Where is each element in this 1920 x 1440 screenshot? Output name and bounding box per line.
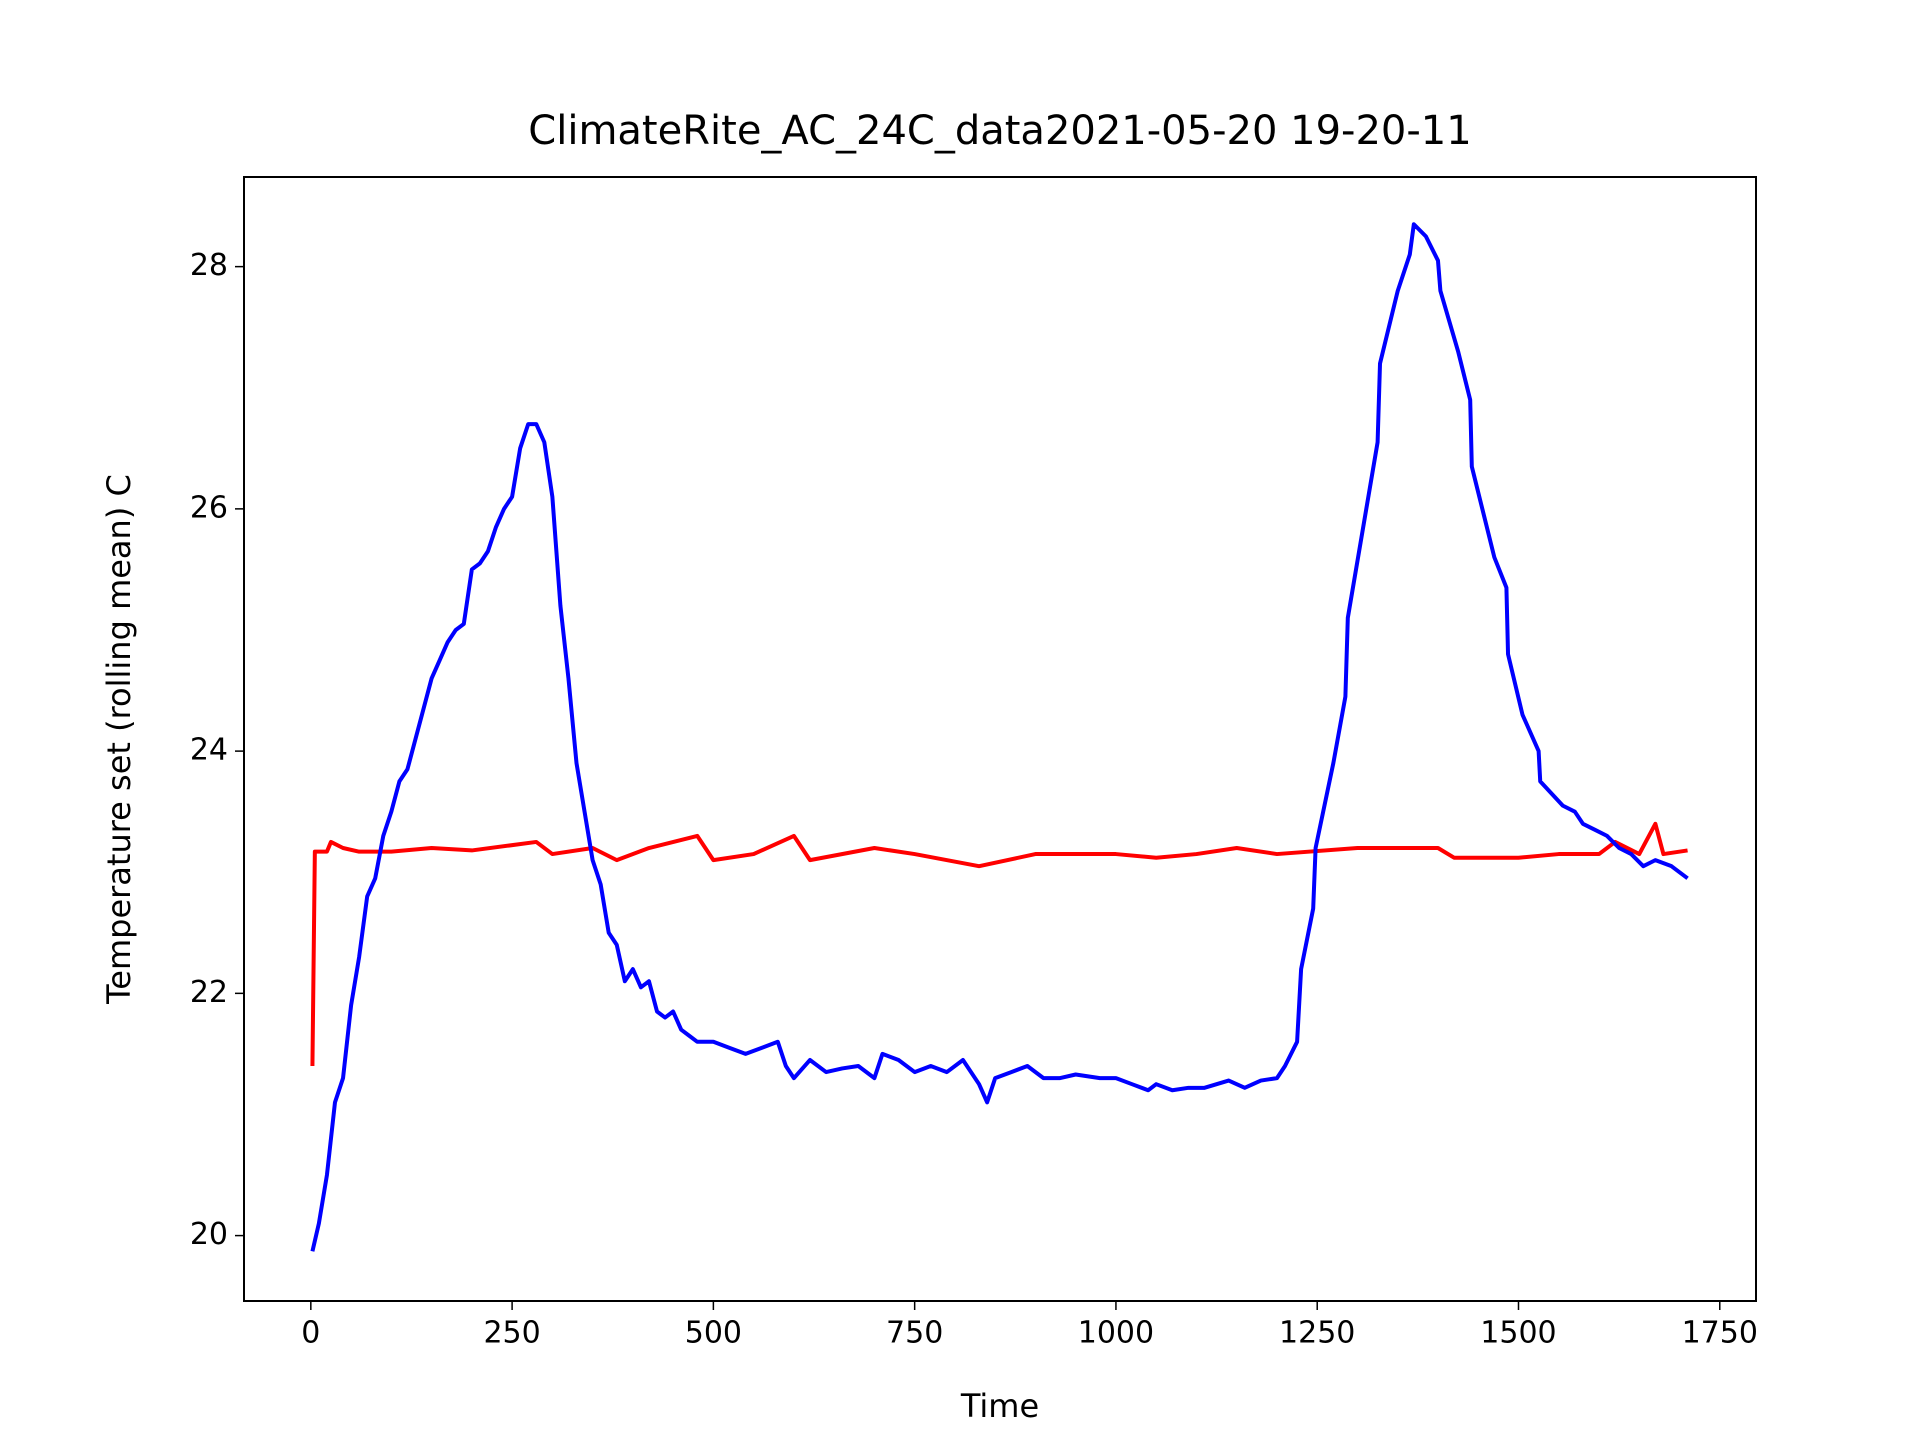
x-tick-label: 250 [483,1316,540,1351]
x-tick-label: 750 [886,1316,943,1351]
x-tick-label: 1750 [1682,1316,1758,1351]
x-tick-label: 1250 [1279,1316,1355,1351]
x-tick-label: 1500 [1480,1316,1556,1351]
plot-frame [243,176,1757,1302]
x-tick-label: 0 [301,1316,320,1351]
y-tick-label: 28 [190,248,228,283]
y-axis-label: Temperature set (rolling mean) C [100,474,138,1005]
x-axis-label: Time [960,1387,1039,1425]
data-line [310,821,1688,1067]
y-tick-label: 24 [190,733,228,768]
y-tick-label: 22 [190,975,228,1010]
x-tick-label: 500 [685,1316,742,1351]
data-line [310,222,1689,1252]
x-tick-label: 1000 [1078,1316,1154,1351]
y-tick-label: 26 [190,490,228,525]
chart-title: ClimateRite_AC_24C_data2021-05-20 19-20-… [528,108,1471,154]
y-tick-label: 20 [190,1217,228,1252]
